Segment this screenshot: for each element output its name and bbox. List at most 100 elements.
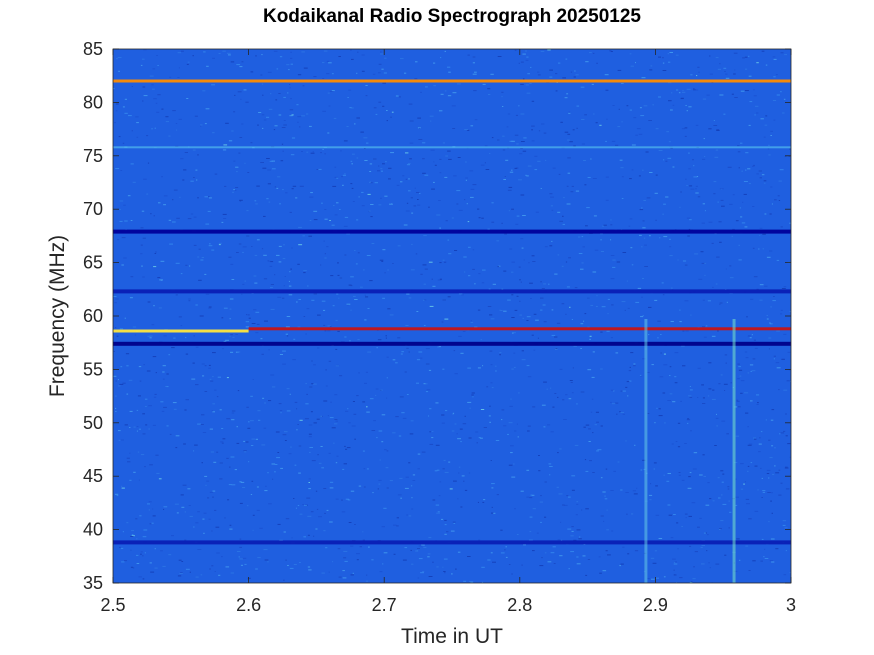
noise-speck [425, 383, 428, 385]
noise-speck [491, 483, 495, 485]
noise-speck [217, 376, 221, 378]
noise-speck [568, 496, 571, 498]
noise-speck [769, 457, 773, 459]
noise-speck [369, 163, 373, 165]
noise-speck [693, 566, 695, 568]
noise-speck [204, 196, 209, 198]
noise-speck [580, 323, 584, 325]
noise-speck [780, 432, 785, 434]
noise-speck [115, 380, 117, 382]
noise-speck [563, 419, 567, 420]
noise-speck [684, 135, 687, 137]
noise-speck [743, 193, 747, 195]
noise-speck [449, 488, 453, 490]
noise-speck [306, 151, 309, 153]
noise-speck [303, 270, 307, 272]
noise-speck [674, 352, 679, 354]
noise-speck [179, 196, 181, 198]
noise-speck [309, 447, 313, 448]
noise-speck [580, 391, 585, 393]
noise-speck [532, 406, 536, 408]
noise-speck [386, 377, 388, 379]
noise-speck [115, 298, 119, 300]
noise-speck [222, 50, 226, 52]
noise-speck [116, 495, 119, 497]
noise-speck [131, 86, 133, 87]
x-axis-label: Time in UT [401, 625, 503, 648]
noise-speck [540, 309, 543, 311]
noise-speck [731, 93, 734, 95]
noise-speck [344, 254, 347, 256]
noise-speck [318, 168, 322, 170]
noise-speck [335, 462, 338, 464]
noise-speck [263, 278, 268, 280]
noise-speck [337, 548, 341, 550]
noise-speck [557, 396, 559, 398]
noise-speck [520, 83, 524, 85]
noise-speck [420, 91, 422, 93]
noise-speck [303, 67, 308, 69]
noise-speck [400, 353, 403, 355]
noise-speck [719, 63, 721, 65]
noise-speck [695, 188, 697, 190]
noise-speck [682, 91, 686, 93]
noise-speck [474, 119, 478, 121]
noise-speck [697, 196, 701, 198]
noise-speck [311, 299, 315, 301]
noise-speck [306, 308, 310, 310]
noise-speck [758, 451, 761, 453]
noise-speck [789, 310, 791, 312]
noise-speck [711, 335, 716, 337]
noise-speck [302, 85, 305, 87]
noise-speck [778, 180, 782, 182]
noise-speck [173, 408, 177, 410]
noise-speck [247, 314, 250, 316]
noise-speck [359, 546, 362, 548]
noise-speck [747, 444, 752, 446]
noise-speck [260, 338, 263, 340]
noise-speck [549, 193, 553, 195]
noise-speck [117, 379, 119, 381]
noise-speck [718, 497, 721, 499]
noise-speck [590, 304, 594, 306]
noise-speck [685, 105, 687, 106]
noise-speck [556, 322, 561, 324]
noise-speck [163, 406, 167, 408]
noise-speck [622, 413, 625, 415]
noise-speck [261, 444, 266, 446]
noise-speck [403, 224, 408, 226]
noise-speck [549, 76, 553, 78]
noise-speck [429, 408, 432, 410]
noise-speck [663, 203, 666, 205]
noise-speck [701, 563, 705, 565]
noise-speck [253, 275, 257, 277]
noise-speck [522, 215, 526, 216]
noise-speck [431, 278, 433, 280]
noise-speck [575, 190, 580, 192]
noise-speck [750, 370, 753, 372]
noise-speck [620, 563, 624, 565]
noise-speck [380, 389, 383, 391]
noise-speck [522, 317, 525, 319]
noise-speck [147, 335, 151, 337]
noise-speck [357, 51, 359, 53]
noise-speck [665, 160, 668, 162]
noise-speck [236, 426, 238, 428]
noise-speck [404, 371, 407, 373]
noise-speck [592, 178, 597, 179]
noise-speck [385, 161, 387, 163]
noise-speck [701, 222, 705, 224]
noise-speck [761, 174, 765, 176]
noise-speck [645, 151, 649, 153]
noise-speck [778, 200, 781, 201]
noise-speck [783, 98, 786, 100]
noise-speck [260, 74, 263, 76]
noise-speck [612, 259, 616, 261]
noise-speck [243, 440, 246, 442]
noise-speck [433, 85, 436, 87]
noise-speck [784, 155, 787, 157]
noise-speck [189, 515, 193, 517]
noise-speck [162, 371, 165, 373]
noise-speck [704, 262, 707, 264]
noise-speck [744, 351, 748, 353]
